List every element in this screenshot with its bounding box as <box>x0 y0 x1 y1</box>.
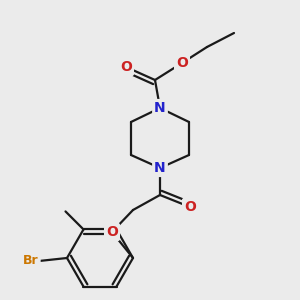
Text: O: O <box>176 56 188 70</box>
Text: Br: Br <box>23 254 39 268</box>
Text: O: O <box>120 60 132 74</box>
Text: N: N <box>154 161 166 175</box>
Text: O: O <box>184 200 196 214</box>
Text: N: N <box>154 101 166 115</box>
Text: O: O <box>106 225 118 239</box>
